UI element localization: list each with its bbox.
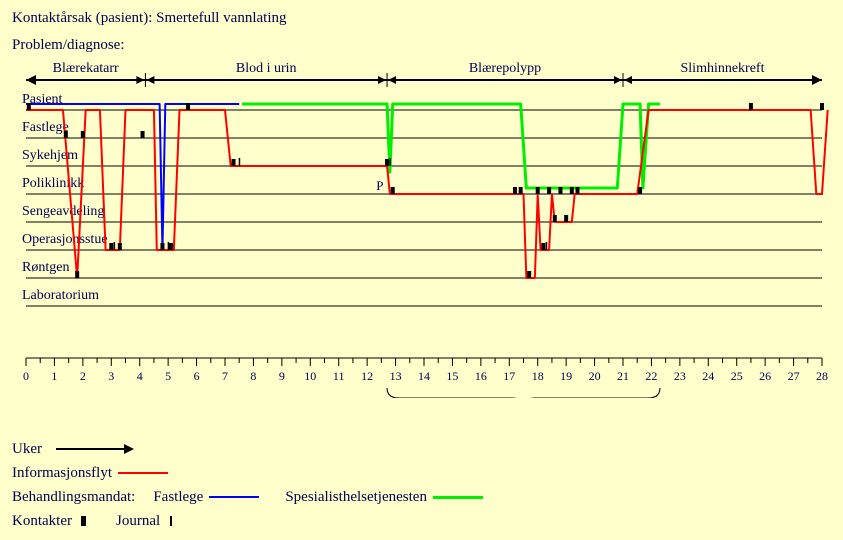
legend-info-label: Informasjonsflyt [12, 462, 112, 484]
legend: Uker Informasjonsflyt Behandlingsmandat:… [12, 434, 483, 532]
svg-text:0: 0 [23, 369, 29, 383]
svg-text:4: 4 [137, 369, 143, 383]
svg-text:17: 17 [503, 369, 515, 383]
svg-text:Sengeavdeling: Sengeavdeling [22, 204, 104, 219]
svg-text:21: 21 [617, 369, 629, 383]
svg-text:6: 6 [194, 369, 200, 383]
svg-text:15: 15 [446, 369, 458, 383]
legend-fastlege-label: Fastlege [153, 486, 203, 508]
legend-spesialist-swatch [433, 496, 483, 499]
svg-text:22: 22 [645, 369, 657, 383]
svg-text:3: 3 [108, 369, 114, 383]
svg-text:P: P [376, 178, 383, 193]
svg-text:14: 14 [418, 369, 430, 383]
svg-text:20: 20 [589, 369, 601, 383]
svg-text:Blærekatarr: Blærekatarr [53, 61, 119, 76]
legend-journal-label: Journal [116, 510, 160, 532]
svg-text:1: 1 [51, 369, 57, 383]
svg-text:Poliklinikk: Poliklinikk [22, 176, 84, 191]
svg-text:10: 10 [304, 369, 316, 383]
legend-info-swatch [118, 472, 168, 474]
page-title: Kontaktårsak (pasient): Smertefull vannl… [12, 10, 831, 27]
svg-text:12: 12 [361, 369, 373, 383]
svg-text:5: 5 [165, 369, 171, 383]
svg-text:16: 16 [475, 369, 487, 383]
legend-fastlege-swatch [209, 496, 259, 498]
svg-text:Sykehjem: Sykehjem [22, 148, 78, 163]
svg-text:Røntgen: Røntgen [22, 260, 69, 275]
svg-text:Slimhinnekreft: Slimhinnekreft [681, 61, 765, 76]
svg-text:Fastlege: Fastlege [22, 120, 69, 135]
svg-text:13: 13 [390, 369, 402, 383]
svg-text:19: 19 [560, 369, 572, 383]
svg-text:24: 24 [702, 369, 714, 383]
svg-text:9: 9 [279, 369, 285, 383]
svg-text:28: 28 [816, 369, 828, 383]
legend-spesialist-label: Spesialisthelsetjenesten [285, 486, 427, 508]
journal-icon [166, 514, 178, 528]
svg-text:Blod i urin: Blod i urin [236, 61, 297, 76]
kontakter-icon [78, 514, 90, 528]
svg-text:26: 26 [759, 369, 771, 383]
svg-text:11: 11 [333, 369, 345, 383]
uker-arrow-icon [54, 442, 134, 456]
svg-text:Laboratorium: Laboratorium [22, 288, 99, 303]
svg-text:7: 7 [222, 369, 228, 383]
svg-text:Blærepolypp: Blærepolypp [469, 61, 541, 76]
svg-text:8: 8 [250, 369, 256, 383]
svg-text:25: 25 [731, 369, 743, 383]
svg-text:Operasjonsstue: Operasjonsstue [22, 232, 108, 247]
problem-label: Problem/diagnose: [12, 37, 831, 54]
timeline-chart: Blærekatarr Blod i urin Blærepolypp Slimhin… [12, 58, 831, 398]
uker-label: Uker [12, 438, 42, 460]
legend-mandat-label: Behandlingsmandat: [12, 486, 135, 508]
legend-kontakter-label: Kontakter [12, 510, 72, 532]
svg-text:27: 27 [788, 369, 800, 383]
svg-text:23: 23 [674, 369, 686, 383]
svg-text:2: 2 [80, 369, 86, 383]
svg-text:18: 18 [532, 369, 544, 383]
